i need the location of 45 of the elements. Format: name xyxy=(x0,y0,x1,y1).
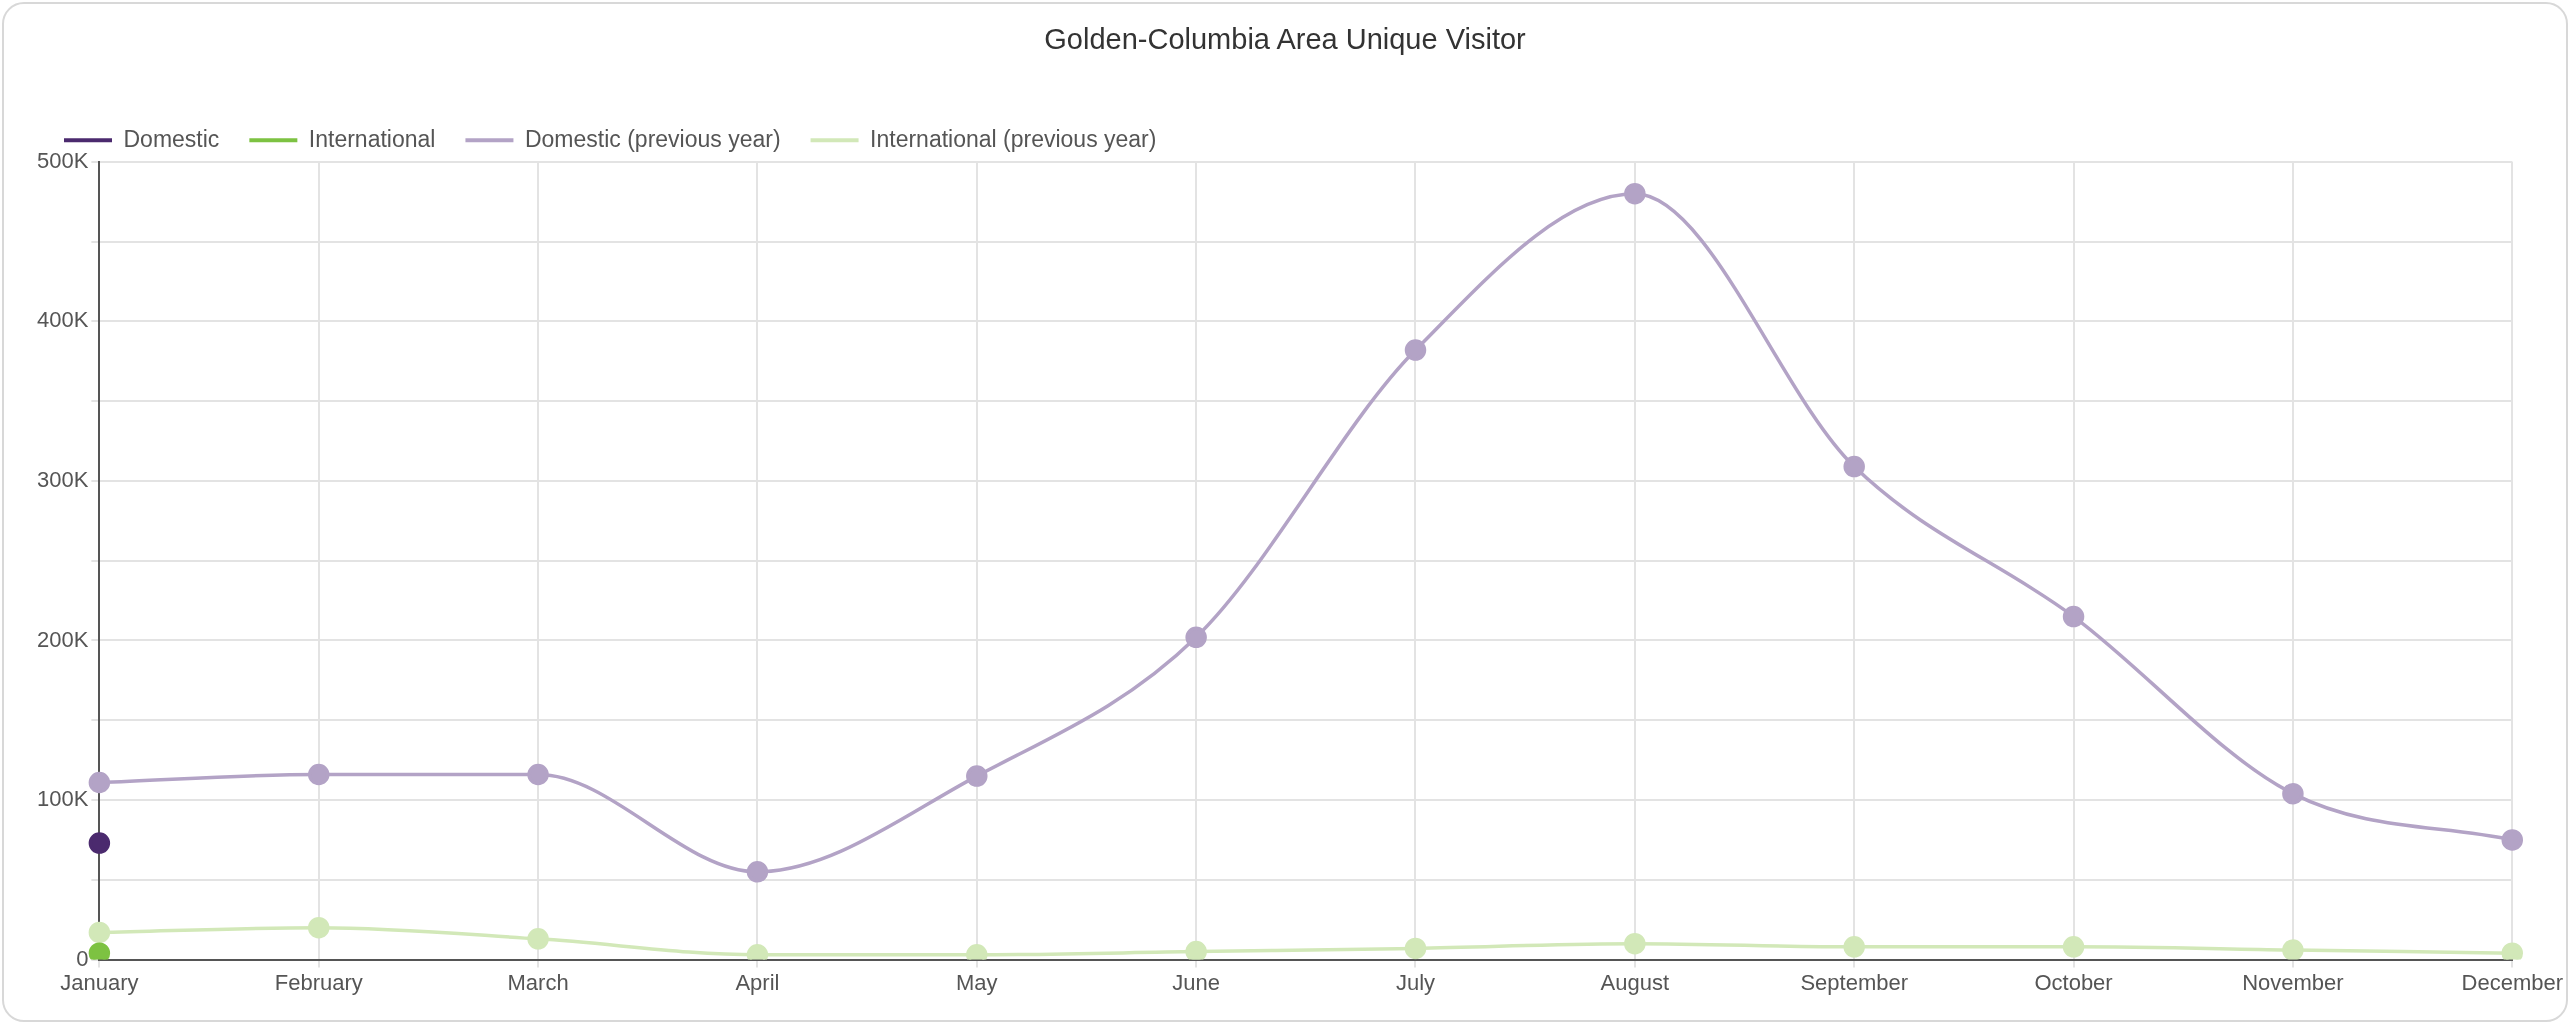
x-tick-label: June xyxy=(1172,969,1220,995)
x-tick-label: August xyxy=(1600,969,1670,995)
legend-label: Domestic xyxy=(123,125,220,152)
legend-label: Domestic (previous year) xyxy=(524,125,781,152)
x-tick-label: January xyxy=(60,969,139,995)
legend-label: International (previous year) xyxy=(870,125,1157,152)
point xyxy=(1624,182,1646,205)
point xyxy=(1185,940,1207,960)
point xyxy=(2062,936,2085,958)
point xyxy=(1404,339,1427,361)
point xyxy=(1843,936,1865,958)
x-tick-label: March xyxy=(507,969,569,995)
point xyxy=(2501,829,2524,851)
x-tick-label: September xyxy=(1800,969,1909,995)
x-tick-label: May xyxy=(956,969,998,995)
x-tick-label: April xyxy=(735,969,780,995)
x-tick-label: February xyxy=(274,969,363,995)
point xyxy=(88,771,111,794)
point xyxy=(1624,932,1646,955)
point xyxy=(527,928,549,950)
point xyxy=(1185,626,1207,649)
point xyxy=(307,916,330,939)
point xyxy=(746,861,769,883)
legend-label: International xyxy=(308,125,436,152)
y-tick-label: 0 xyxy=(76,945,89,971)
x-tick-label: July xyxy=(1395,969,1436,995)
point xyxy=(1404,937,1427,960)
x-tick-label: November xyxy=(2242,969,2344,995)
point xyxy=(2062,605,2085,628)
point xyxy=(88,832,111,854)
y-tick-label: 500K xyxy=(36,147,89,173)
point xyxy=(1843,455,1865,478)
point xyxy=(88,921,111,944)
point xyxy=(307,763,330,786)
x-tick-label: December xyxy=(2461,969,2563,995)
x-tick-label: October xyxy=(2034,969,2113,995)
point xyxy=(527,763,549,786)
y-tick-label: 200K xyxy=(36,626,89,652)
point xyxy=(966,765,988,787)
chart-title: Golden-Columbia Area Unique Visitor xyxy=(1044,23,1527,56)
y-tick-label: 100K xyxy=(36,786,89,812)
point xyxy=(2282,782,2304,805)
y-tick-label: 300K xyxy=(36,466,89,492)
y-tick-label: 400K xyxy=(36,307,89,333)
point xyxy=(2282,939,2304,960)
